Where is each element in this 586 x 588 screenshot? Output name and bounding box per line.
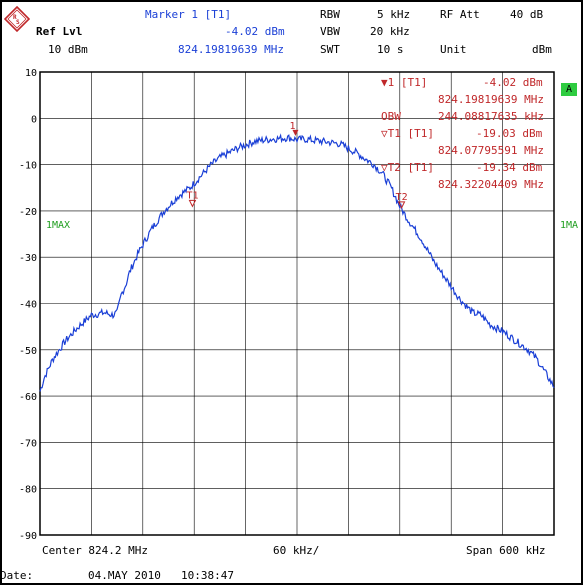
marker-1-symbol <box>292 129 299 136</box>
trace-a-badge: A <box>561 83 577 96</box>
ref-level-label: Ref Lvl <box>36 25 83 38</box>
date-label: Date: <box>0 569 34 582</box>
frequency-division: 60 kHz/ <box>273 544 320 557</box>
t1-text: T1 [T1] <box>387 127 434 140</box>
y-tick-label: -90 <box>19 531 37 542</box>
rf-att-value: 40 dB <box>510 8 544 21</box>
time-value: 10:38:47 <box>181 569 234 582</box>
unit-value: dBm <box>532 43 552 56</box>
marker-t2-label: T2 <box>396 192 408 203</box>
marker-symbols: 1 T1 T2 <box>186 121 408 209</box>
y-tick-label: -50 <box>19 346 37 357</box>
t1-level: -19.03 dBm <box>476 127 543 140</box>
y-tick-label: -80 <box>19 485 37 496</box>
marker-t1-symbol <box>188 199 197 208</box>
vbw-label: VBW <box>320 25 340 38</box>
rohde-schwarz-logo-icon: R S <box>4 6 30 32</box>
svg-text:S: S <box>16 19 20 26</box>
t1-label: ▽T1 [T1] <box>381 127 434 140</box>
t1-freq: 824.07795591 MHz <box>438 144 544 157</box>
swt-value: 10 s <box>377 43 404 56</box>
y-tick-label: 0 <box>31 114 37 125</box>
right-max-label: 1MA <box>560 220 579 231</box>
date-value: 04.MAY 2010 <box>88 569 161 582</box>
y-tick-labels: 10 0 -10 -20 -30 -40 -50 -60 -70 -80 -90 <box>19 68 37 542</box>
center-frequency: Center 824.2 MHz <box>42 544 148 557</box>
vbw-value: 20 kHz <box>370 25 410 38</box>
rf-att-label: RF Att <box>440 8 480 21</box>
chart-grid <box>39 71 555 536</box>
t2-text: T2 [T1] <box>387 161 434 174</box>
marker-level: -4.02 dBm <box>225 25 285 38</box>
rbw-value: 5 kHz <box>377 8 411 21</box>
t2-freq: 824.32204409 MHz <box>438 178 544 191</box>
obw-label: OBW <box>381 110 401 123</box>
y-tick-label: 10 <box>25 68 37 79</box>
ref-level-value: 10 dBm <box>48 43 88 56</box>
y-tick-label: -60 <box>19 392 37 403</box>
y-tick-label: -10 <box>19 161 37 172</box>
marker-title: Marker 1 [T1] <box>145 8 232 21</box>
y-tick-label: -70 <box>19 438 37 449</box>
t2-level: -19.34 dBm <box>476 161 543 174</box>
marker-1-label: 1 <box>289 121 295 132</box>
marker1-label: ▼1 [T1] <box>381 76 428 89</box>
marker1-text: 1 [T1] <box>387 76 428 89</box>
y-tick-label: -30 <box>19 253 37 264</box>
rbw-label: RBW <box>320 8 340 21</box>
marker1-freq: 824.19819639 MHz <box>438 93 544 106</box>
obw-value: 244.08817635 kHz <box>438 110 544 123</box>
marker-t1-label: T1 <box>186 190 198 201</box>
svg-text:R: R <box>13 14 17 21</box>
trace-line <box>39 133 555 392</box>
unit-label: Unit <box>440 43 467 56</box>
swt-label: SWT <box>320 43 340 56</box>
left-max-label: 1MAX <box>46 220 71 231</box>
marker-frequency: 824.19819639 MHz <box>178 43 284 56</box>
span-value: Span 600 kHz <box>466 544 546 557</box>
t2-label: ▽T2 [T1] <box>381 161 434 174</box>
y-tick-label: -40 <box>19 300 37 311</box>
y-tick-label: -20 <box>19 207 37 218</box>
marker-t2-symbol <box>397 201 406 209</box>
marker1-level: -4.02 dBm <box>483 76 543 89</box>
